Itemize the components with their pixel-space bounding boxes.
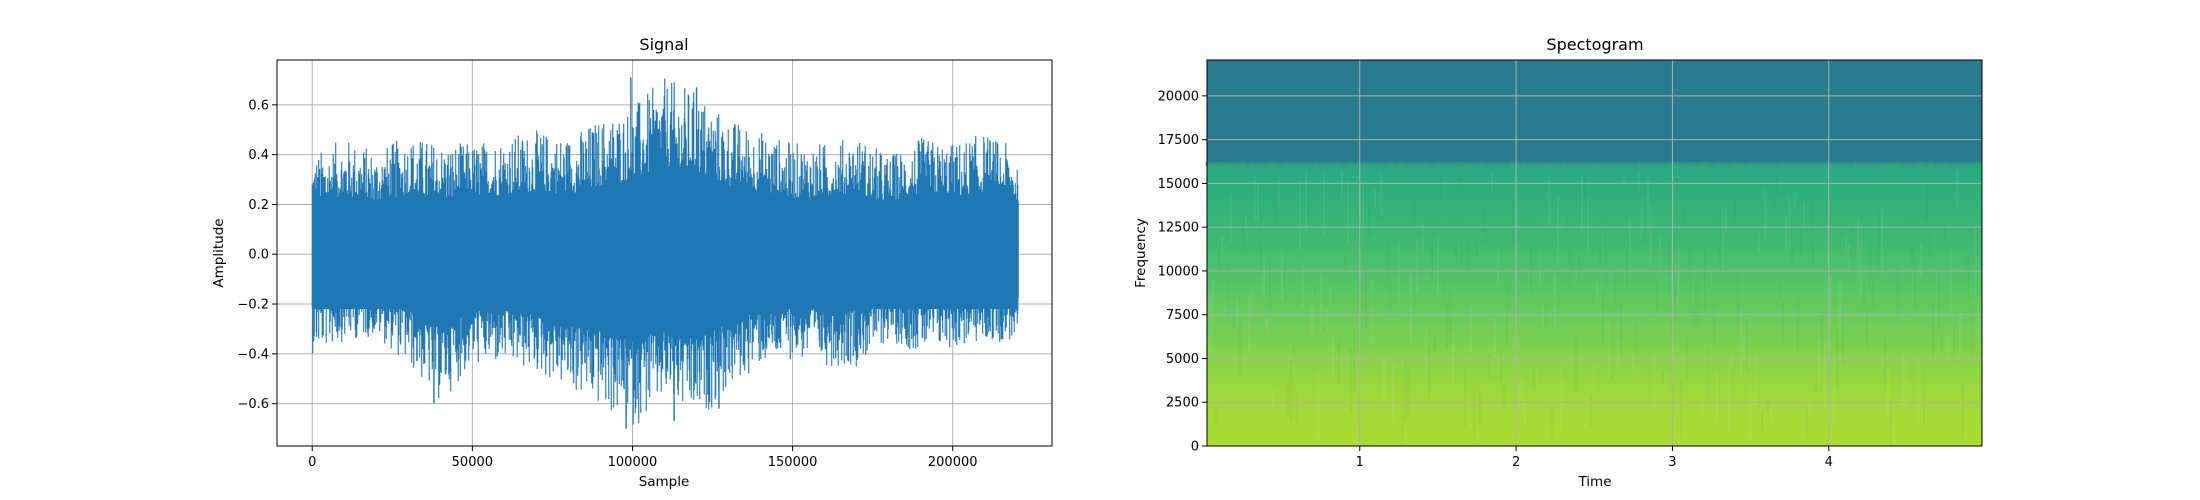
signal-x-axis-label: Sample bbox=[639, 474, 690, 490]
signal-plot: Signal 0 50000 100000 150000 200000 −0.6 −0.4… bbox=[211, 35, 1053, 490]
signal-x-tick-label: 200000 bbox=[928, 455, 978, 470]
signal-title: Signal bbox=[639, 35, 688, 54]
signal-y-tick-label: −0.4 bbox=[237, 347, 269, 362]
spectrogram-y-tick-label: 0 bbox=[1191, 440, 1199, 455]
spectrogram-y-tick-label: 10000 bbox=[1158, 264, 1199, 279]
spectrogram-y-tick-label: 5000 bbox=[1166, 352, 1199, 367]
spectrogram-y-tick-label: 7500 bbox=[1166, 308, 1199, 323]
signal-y-ticks: −0.6 −0.4 −0.2 0.0 0.2 0.4 0.6 bbox=[237, 98, 277, 412]
spectrogram-x-tick-label: 1 bbox=[1356, 455, 1364, 470]
signal-y-tick-label: 0.2 bbox=[248, 198, 269, 213]
spectrogram-y-tick-label: 2500 bbox=[1166, 396, 1199, 411]
spectrogram-x-axis-label: Time bbox=[1577, 474, 1611, 490]
signal-series bbox=[311, 77, 1019, 429]
spectrogram-y-tick-label: 12500 bbox=[1158, 221, 1199, 236]
spectrogram-y-axis-label: Frequency bbox=[1133, 218, 1149, 288]
spectrogram-grid bbox=[1207, 60, 1982, 447]
signal-y-tick-label: −0.6 bbox=[237, 397, 269, 412]
signal-y-tick-label: −0.2 bbox=[237, 298, 269, 313]
signal-x-tick-label: 50000 bbox=[452, 455, 493, 470]
signal-x-tick-label: 100000 bbox=[608, 455, 658, 470]
spectrogram-plot: Spectogram 1 2 3 4 0 2500 5000 7500 10000 12500 1… bbox=[1133, 35, 1983, 490]
signal-y-tick-label: 0.6 bbox=[248, 98, 269, 113]
spectrogram-y-tick-label: 17500 bbox=[1158, 133, 1199, 148]
spectrogram-x-tick-label: 2 bbox=[1512, 455, 1520, 470]
spectrogram-x-tick-label: 3 bbox=[1668, 455, 1676, 470]
spectrogram-image bbox=[1207, 60, 1982, 446]
spectrogram-cutoff-edge bbox=[1205, 161, 1980, 171]
signal-y-tick-label: 0.0 bbox=[248, 248, 269, 263]
signal-x-ticks: 0 50000 100000 150000 200000 bbox=[308, 446, 978, 470]
signal-y-axis-label: Amplitude bbox=[211, 218, 227, 287]
spectrogram-y-tick-label: 15000 bbox=[1158, 177, 1199, 192]
spectrogram-y-ticks: 0 2500 5000 7500 10000 12500 15000 17500 20000 bbox=[1158, 89, 1207, 455]
signal-x-tick-label: 0 bbox=[308, 455, 316, 470]
spectrogram-x-tick-label: 4 bbox=[1825, 455, 1833, 470]
spectrogram-x-ticks: 1 2 3 4 bbox=[1356, 446, 1833, 470]
signal-x-tick-label: 150000 bbox=[768, 455, 818, 470]
spectrogram-texture bbox=[1205, 161, 1982, 445]
signal-y-tick-label: 0.4 bbox=[248, 148, 269, 163]
signal-axes-frame bbox=[276, 59, 1053, 447]
signal-waveform-core bbox=[312, 199, 1019, 310]
spectrogram-title: Spectogram bbox=[1546, 35, 1643, 54]
spectrogram-axes-frame bbox=[1206, 59, 1983, 447]
spectrogram-y-tick-label: 20000 bbox=[1158, 89, 1199, 104]
